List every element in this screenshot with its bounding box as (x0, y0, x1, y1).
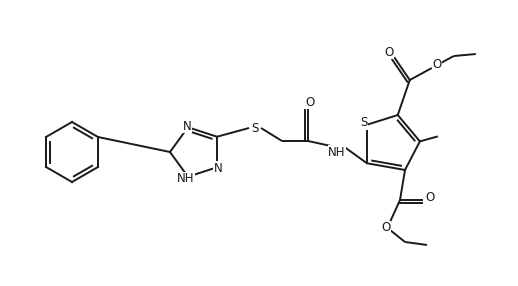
Text: O: O (425, 192, 435, 204)
Text: O: O (432, 57, 441, 71)
Text: N: N (213, 162, 222, 175)
Text: O: O (384, 45, 393, 59)
Text: NH: NH (328, 146, 346, 158)
Text: O: O (306, 96, 314, 108)
Text: N: N (182, 120, 191, 133)
Text: O: O (381, 221, 391, 235)
Text: S: S (361, 116, 368, 129)
Text: S: S (251, 122, 258, 134)
Text: NH: NH (177, 172, 195, 185)
